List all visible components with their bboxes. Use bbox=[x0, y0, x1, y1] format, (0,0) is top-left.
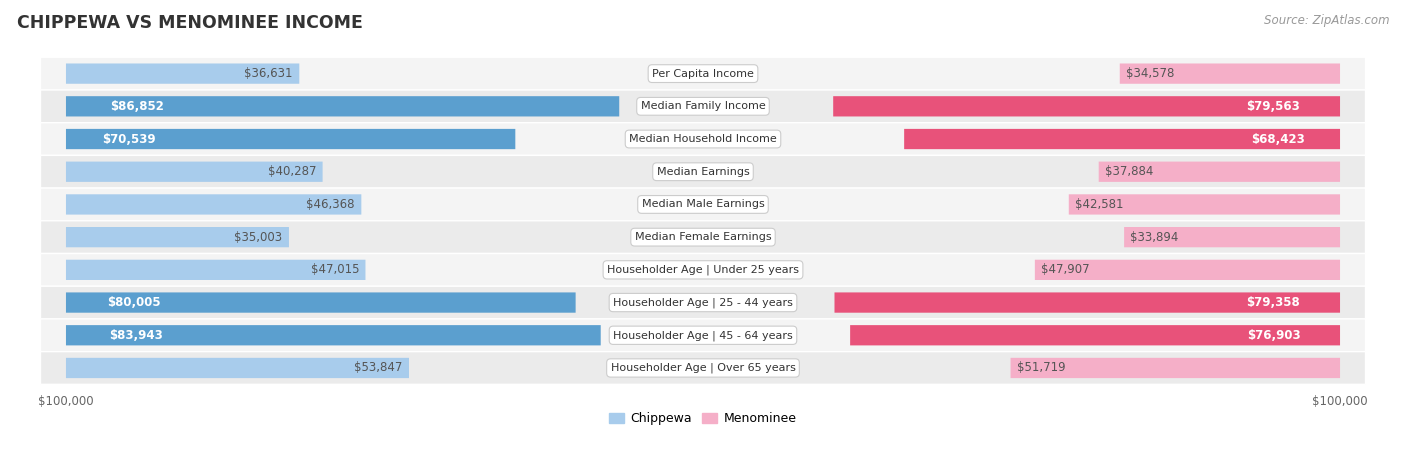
FancyBboxPatch shape bbox=[66, 227, 290, 248]
FancyBboxPatch shape bbox=[1035, 260, 1340, 280]
FancyBboxPatch shape bbox=[41, 319, 1365, 352]
FancyBboxPatch shape bbox=[1119, 64, 1340, 84]
Text: Median Family Income: Median Family Income bbox=[641, 101, 765, 111]
FancyBboxPatch shape bbox=[66, 260, 366, 280]
FancyBboxPatch shape bbox=[1069, 194, 1340, 214]
FancyBboxPatch shape bbox=[1098, 162, 1340, 182]
Text: $47,015: $47,015 bbox=[311, 263, 359, 276]
Text: Householder Age | 45 - 64 years: Householder Age | 45 - 64 years bbox=[613, 330, 793, 340]
FancyBboxPatch shape bbox=[41, 156, 1365, 188]
FancyBboxPatch shape bbox=[835, 292, 1340, 313]
FancyBboxPatch shape bbox=[41, 90, 1365, 123]
Text: $76,903: $76,903 bbox=[1247, 329, 1301, 342]
Text: Median Earnings: Median Earnings bbox=[657, 167, 749, 177]
FancyBboxPatch shape bbox=[41, 221, 1365, 254]
Text: $83,943: $83,943 bbox=[108, 329, 163, 342]
FancyBboxPatch shape bbox=[66, 129, 516, 149]
Text: $40,287: $40,287 bbox=[267, 165, 316, 178]
FancyBboxPatch shape bbox=[41, 286, 1365, 319]
Text: $37,884: $37,884 bbox=[1105, 165, 1153, 178]
FancyBboxPatch shape bbox=[851, 325, 1340, 346]
Text: $42,581: $42,581 bbox=[1076, 198, 1123, 211]
Text: CHIPPEWA VS MENOMINEE INCOME: CHIPPEWA VS MENOMINEE INCOME bbox=[17, 14, 363, 32]
Text: Householder Age | Over 65 years: Householder Age | Over 65 years bbox=[610, 363, 796, 373]
FancyBboxPatch shape bbox=[904, 129, 1340, 149]
Text: Householder Age | Under 25 years: Householder Age | Under 25 years bbox=[607, 265, 799, 275]
FancyBboxPatch shape bbox=[41, 254, 1365, 286]
Text: $70,539: $70,539 bbox=[101, 133, 156, 146]
FancyBboxPatch shape bbox=[66, 292, 575, 313]
FancyBboxPatch shape bbox=[41, 57, 1365, 90]
FancyBboxPatch shape bbox=[66, 325, 600, 346]
Text: Median Household Income: Median Household Income bbox=[628, 134, 778, 144]
Text: $36,631: $36,631 bbox=[245, 67, 292, 80]
Text: $80,005: $80,005 bbox=[107, 296, 160, 309]
FancyBboxPatch shape bbox=[66, 96, 619, 116]
FancyBboxPatch shape bbox=[41, 123, 1365, 156]
Text: Median Female Earnings: Median Female Earnings bbox=[634, 232, 772, 242]
Text: Per Capita Income: Per Capita Income bbox=[652, 69, 754, 78]
FancyBboxPatch shape bbox=[1011, 358, 1340, 378]
Text: $79,358: $79,358 bbox=[1246, 296, 1299, 309]
FancyBboxPatch shape bbox=[834, 96, 1340, 116]
Text: Source: ZipAtlas.com: Source: ZipAtlas.com bbox=[1264, 14, 1389, 27]
Text: $47,907: $47,907 bbox=[1042, 263, 1090, 276]
FancyBboxPatch shape bbox=[41, 188, 1365, 221]
Text: $46,368: $46,368 bbox=[307, 198, 354, 211]
Text: $35,003: $35,003 bbox=[235, 231, 283, 244]
FancyBboxPatch shape bbox=[1125, 227, 1340, 248]
Text: $86,852: $86,852 bbox=[110, 100, 165, 113]
FancyBboxPatch shape bbox=[66, 358, 409, 378]
Legend: Chippewa, Menominee: Chippewa, Menominee bbox=[605, 407, 801, 430]
Text: $53,847: $53,847 bbox=[354, 361, 402, 375]
FancyBboxPatch shape bbox=[66, 194, 361, 214]
Text: $33,894: $33,894 bbox=[1130, 231, 1178, 244]
FancyBboxPatch shape bbox=[66, 64, 299, 84]
Text: $68,423: $68,423 bbox=[1251, 133, 1305, 146]
FancyBboxPatch shape bbox=[41, 352, 1365, 384]
Text: $34,578: $34,578 bbox=[1126, 67, 1174, 80]
Text: $79,563: $79,563 bbox=[1246, 100, 1299, 113]
Text: Householder Age | 25 - 44 years: Householder Age | 25 - 44 years bbox=[613, 297, 793, 308]
Text: Median Male Earnings: Median Male Earnings bbox=[641, 199, 765, 209]
FancyBboxPatch shape bbox=[66, 162, 322, 182]
Text: $51,719: $51,719 bbox=[1017, 361, 1066, 375]
